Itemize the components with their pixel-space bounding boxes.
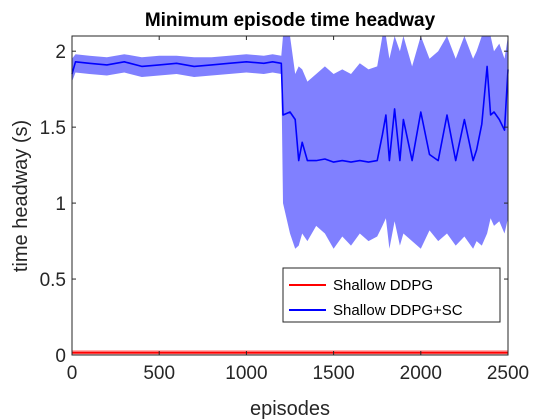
series-band-shallow-ddpg-sc (72, 36, 508, 249)
y-tick-label: 1 (55, 194, 66, 215)
legend: Shallow DDPG Shallow DDPG+SC (282, 267, 501, 323)
y-tick-label: 1.5 (40, 118, 66, 139)
y-axis-label: time headway (s) (10, 120, 32, 272)
x-axis-label: episodes (250, 398, 330, 420)
x-tick-label: 2500 (487, 363, 529, 384)
x-tick-label: 2000 (400, 363, 442, 384)
x-tick-label: 500 (143, 363, 175, 384)
y-tick-label: 0 (55, 346, 66, 367)
y-tick-label: 0.5 (40, 270, 66, 291)
x-tick-label: 1000 (225, 363, 267, 384)
plot-frame (71, 35, 509, 356)
chart-title: Minimum episode time headway (145, 10, 436, 31)
legend-box (282, 267, 501, 323)
y-tick-label: 2 (55, 42, 66, 63)
legend-label-shallow-ddpg-sc: Shallow DDPG+SC (333, 302, 463, 319)
x-axis-ticks: 0 500 1000 1500 2000 2500 (67, 36, 529, 384)
x-tick-label: 0 (67, 363, 78, 384)
series-lines (71, 60, 509, 354)
y-axis-ticks: 0 0.5 1 1.5 2 (40, 42, 508, 367)
legend-label-shallow-ddpg: Shallow DDPG (333, 277, 433, 294)
x-tick-label: 1500 (312, 363, 354, 384)
series-line-shallow-ddpg-sc (71, 60, 509, 163)
